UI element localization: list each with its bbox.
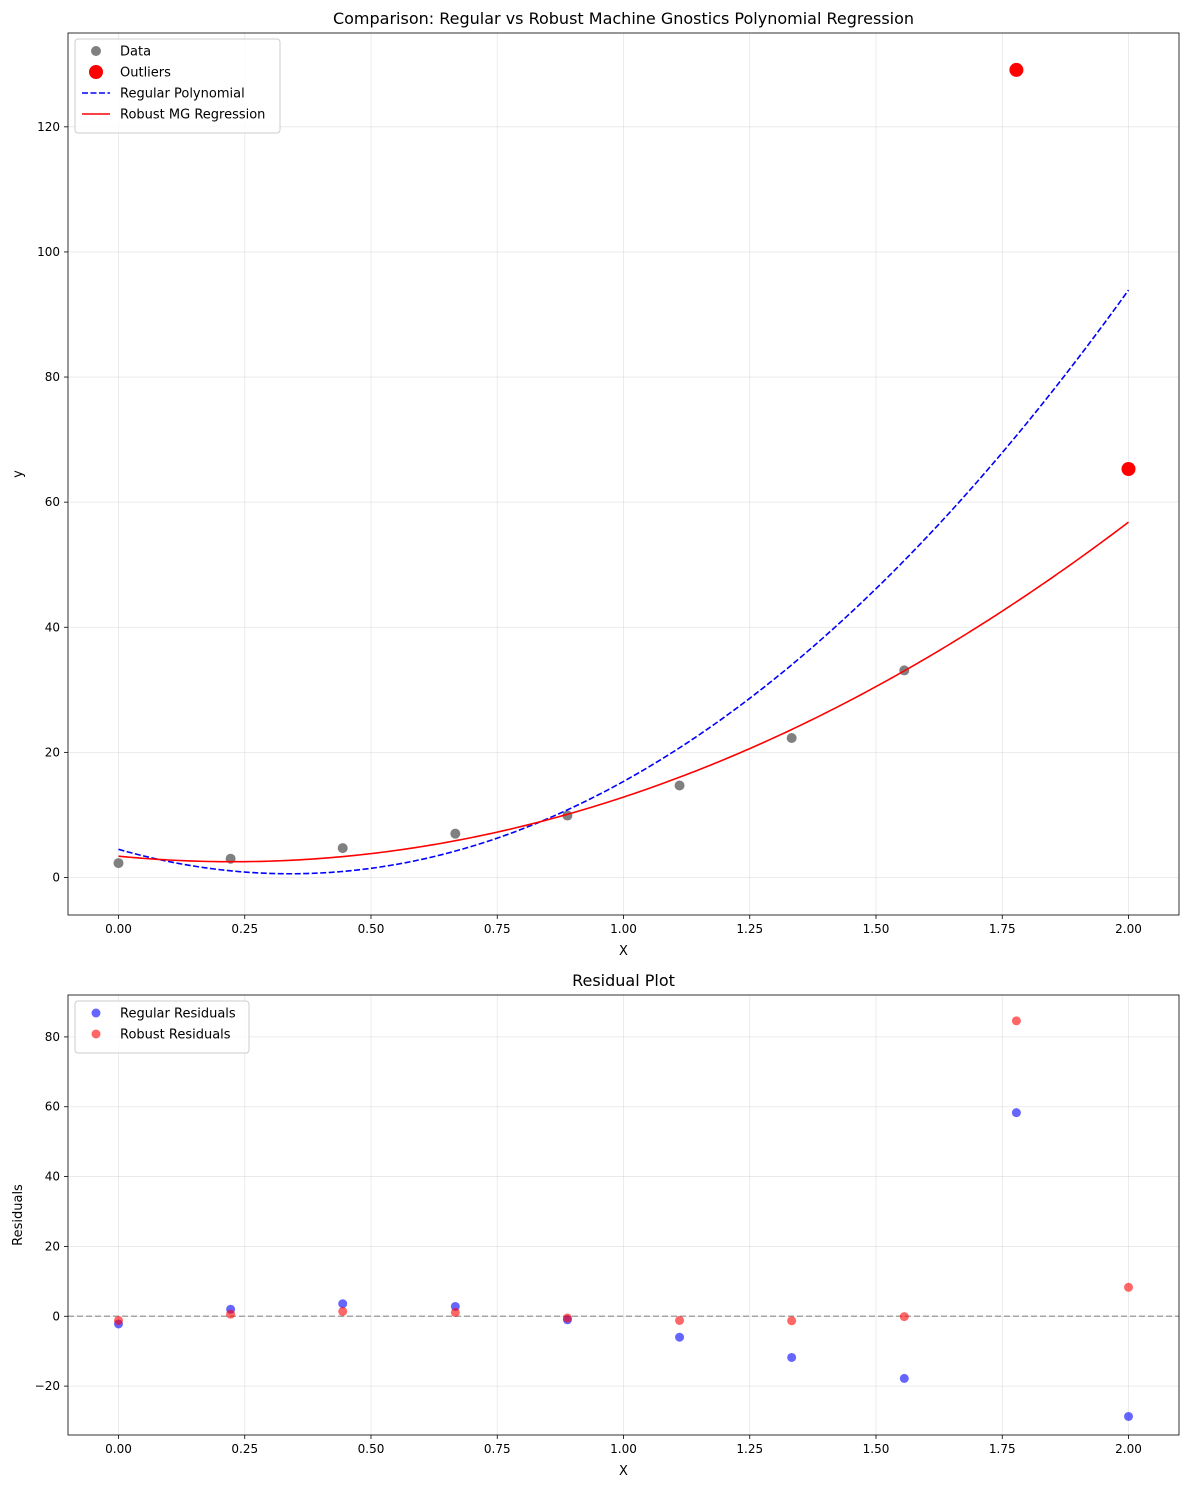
regular-residuals-point (787, 1352, 797, 1362)
x-tick-label: 1.25 (736, 1442, 763, 1456)
y-axis-label: y (11, 470, 26, 478)
x-axis-label: X (619, 1464, 628, 1479)
robust-residuals-point (114, 1315, 123, 1325)
legend-label-regular-polynomial: Regular Polynomial (120, 87, 245, 102)
chart-title: Comparison: Regular vs Robust Machine Gn… (333, 9, 914, 28)
y-tick-label: 80 (45, 1030, 60, 1044)
robust-residuals-point (899, 1312, 909, 1322)
y-axis-label: Residuals (11, 1184, 26, 1246)
robust-residuals-point (1011, 1016, 1021, 1026)
x-tick-label: 0.25 (231, 922, 258, 936)
grid (68, 33, 1179, 915)
legend: Regular Residuals Robust Residuals (74, 1000, 250, 1054)
x-tick-label: 2.00 (1115, 922, 1142, 936)
legend-label-regular-residuals: Regular Residuals (120, 1007, 236, 1022)
robust-residuals-point (338, 1306, 348, 1316)
x-tick-label: 0.00 (105, 1442, 132, 1456)
x-tick-label: 0.75 (484, 922, 511, 936)
legend-box (74, 1000, 250, 1054)
x-tick-label: 0.25 (231, 1442, 258, 1456)
legend-label-data: Data (120, 45, 151, 60)
y-tick-label: 0 (52, 1309, 60, 1323)
y-tick-label: 80 (45, 370, 60, 384)
legend-label-robust-mg-regression: Robust MG Regression (120, 108, 265, 123)
x-tick-label: 0.50 (358, 1442, 385, 1456)
y-tick-label: 40 (45, 1170, 60, 1184)
legend-box (74, 38, 281, 134)
regular-residuals-point (675, 1332, 685, 1342)
x-tick-label: 1.75 (989, 922, 1016, 936)
x-tick-label: 1.75 (989, 1442, 1016, 1456)
x-tick-label: 0.75 (484, 1442, 511, 1456)
outliers-point (1009, 62, 1024, 77)
regular-residuals-point (338, 1299, 348, 1309)
x-tick-label: 0.00 (105, 922, 132, 936)
robust-residuals-point (562, 1313, 572, 1323)
regular-residuals-point (1011, 1108, 1021, 1118)
plot-area (113, 62, 1136, 875)
legend-marker-data (91, 46, 101, 56)
regular-residuals-point (899, 1373, 909, 1383)
regular-polynomial-line (118, 289, 1130, 875)
robust-residuals-point (226, 1309, 236, 1319)
x-tick-label: 1.00 (610, 922, 637, 936)
x-tick-label: 2.00 (1115, 1442, 1142, 1456)
chart-title: Residual Plot (572, 971, 675, 990)
x-tick-label: 1.00 (610, 1442, 637, 1456)
legend: Data Outliers Regular Polynomial Robust MG … (74, 38, 281, 134)
regular-residuals-point (1124, 1411, 1133, 1421)
outliers-point (1121, 461, 1136, 476)
data-point (674, 780, 685, 791)
y-tick-label: 60 (45, 495, 60, 509)
y-tick-label: 20 (45, 745, 60, 759)
x-tick-label: 1.50 (863, 1442, 890, 1456)
y-tick-label: 0 (52, 870, 60, 884)
x-tick-label: 0.50 (358, 922, 385, 936)
robust-residuals-point (675, 1315, 685, 1325)
regression-comparison-chart: 0.00 0.25 0.50 0.75 1.00 1.25 1.50 1.75 2.00 0 20 4… (11, 9, 1180, 959)
data-point (113, 858, 124, 869)
y-tick-label: 60 (45, 1100, 60, 1114)
plot-area (114, 1016, 1133, 1421)
legend-label-outliers: Outliers (120, 66, 171, 81)
robust-residuals-point (450, 1307, 460, 1317)
legend-marker-outliers (89, 65, 103, 79)
y-tick-label: 40 (45, 620, 60, 634)
robust-mg-regression-line (118, 521, 1129, 863)
x-tick-label: 1.25 (736, 922, 763, 936)
robust-residuals-point (787, 1316, 797, 1326)
data-point (786, 732, 797, 743)
data-point (337, 843, 348, 854)
y-tick-label: 120 (37, 120, 60, 134)
x-tick-label: 1.50 (863, 922, 890, 936)
legend-label-robust-residuals: Robust Residuals (120, 1028, 231, 1043)
data-point (450, 828, 461, 839)
y-tick-label: −20 (35, 1379, 60, 1393)
legend-marker-robust-residuals (91, 1029, 101, 1039)
y-tick-label: 100 (37, 245, 60, 259)
residual-plot-chart: 0.00 0.25 0.50 0.75 1.00 1.25 1.50 1.75 2.00 −20 0… (11, 971, 1180, 1479)
robust-residuals-point (1124, 1282, 1133, 1292)
x-axis-label: X (619, 944, 628, 959)
legend-marker-regular-residuals (91, 1008, 101, 1018)
y-tick-label: 20 (45, 1239, 60, 1253)
